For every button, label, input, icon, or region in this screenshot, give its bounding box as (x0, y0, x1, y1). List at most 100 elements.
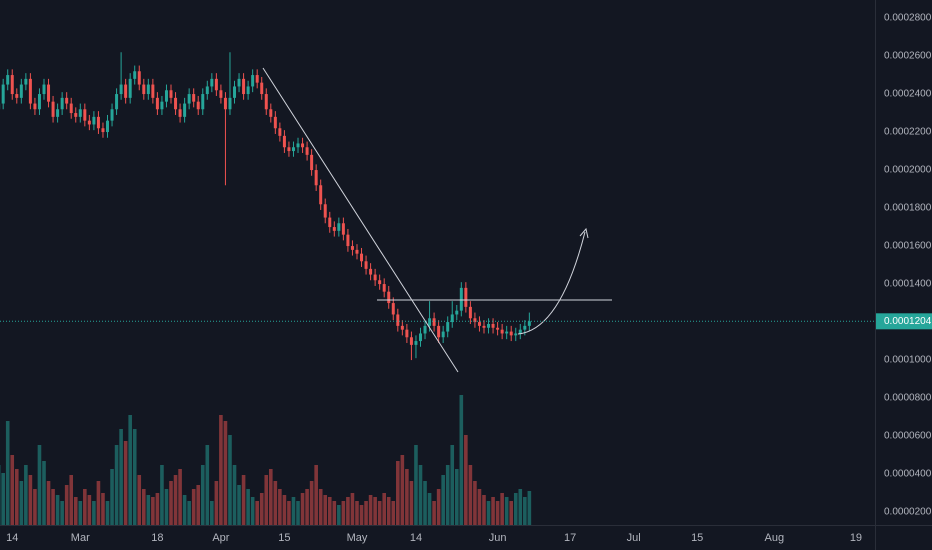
volume-bar (486, 501, 491, 525)
candle-body (496, 327, 500, 330)
candle-body (201, 94, 205, 110)
volume-bar (55, 495, 60, 525)
volume-bar (250, 497, 255, 525)
candle-body (255, 75, 259, 83)
candle-body (328, 217, 332, 228)
x-tick-label: 18 (151, 532, 163, 544)
candle-body (106, 120, 110, 133)
y-tick-label: 0.0002400 (884, 89, 932, 100)
candle-body (260, 82, 264, 95)
volume-bar (314, 465, 318, 525)
x-tick-label: Jul (627, 532, 641, 544)
candle-body (160, 101, 164, 110)
candle-body (74, 113, 78, 117)
volume-bar (64, 485, 69, 525)
candle-body (1, 84, 5, 104)
volume-bar (491, 497, 495, 525)
volume-bar (368, 495, 373, 525)
candle-body (96, 116, 100, 129)
x-tick-label: Mar (71, 532, 90, 544)
volume-bar (114, 445, 119, 525)
candle-body (269, 109, 273, 117)
candle-body (142, 84, 146, 95)
candle-body (60, 97, 64, 110)
candle-body (314, 170, 318, 186)
candle-body (174, 97, 178, 110)
trend-line (262, 67, 459, 373)
volume-bar (445, 465, 450, 525)
candle-body (500, 329, 504, 334)
candle-body (246, 86, 250, 95)
candle-body (378, 280, 382, 285)
candle-body (387, 291, 391, 304)
volume-bar (409, 481, 414, 525)
volume-bar (96, 481, 101, 525)
volume-bar (287, 501, 291, 525)
candle-body (24, 78, 28, 85)
y-tick-label: 0.0001800 (884, 203, 932, 214)
candle-body (128, 78, 132, 98)
volume-bar (187, 501, 191, 525)
volume-bar (364, 501, 368, 525)
candle-body (137, 71, 141, 85)
candle-body (468, 306, 472, 319)
candle-body (28, 78, 32, 104)
volume-bar (164, 489, 169, 525)
candle-body (69, 103, 73, 114)
candle-body (78, 109, 82, 117)
candle-body (296, 143, 300, 148)
volume-bar (500, 493, 504, 525)
candle-body (341, 223, 345, 235)
volume-bar (418, 465, 423, 525)
candle-body (487, 323, 491, 328)
volume-bar (110, 469, 114, 525)
volume-bar (450, 445, 455, 525)
volume-bar (382, 493, 387, 525)
volume-bar (346, 497, 350, 525)
volume-bar (495, 501, 500, 525)
candle-body (228, 97, 232, 110)
volume-bar (423, 481, 427, 525)
candle-body (305, 147, 309, 155)
candle-body (355, 249, 359, 254)
volume-bar (477, 489, 482, 525)
volume-bar (46, 481, 51, 525)
candle-body (264, 94, 268, 110)
volume-bar (255, 501, 259, 525)
candle-body (164, 90, 168, 102)
volume-bar (264, 475, 269, 525)
candle-body (187, 94, 191, 104)
candle-body (509, 331, 513, 336)
y-tick-label: 0.0001600 (884, 241, 932, 252)
candle-body (396, 314, 400, 326)
x-tick-label: 14 (6, 532, 18, 544)
candle-body (242, 78, 246, 95)
candle-body (432, 318, 436, 326)
candle-body (92, 116, 96, 125)
volume-bar (101, 493, 105, 525)
volume-bar (273, 481, 278, 525)
y-tick-label: 0.0002600 (884, 51, 932, 62)
volume-bar (160, 465, 164, 525)
arrow-head (579, 227, 589, 239)
volume-bar (37, 445, 42, 525)
volume-bar (441, 475, 445, 525)
volume-bar (241, 475, 246, 525)
candle-body (523, 325, 527, 330)
candle-body (482, 325, 486, 328)
candle-body (151, 84, 155, 98)
candle-body (514, 333, 518, 336)
volume-bar (305, 489, 309, 525)
volume-bar (191, 489, 196, 525)
volume-bar (10, 455, 15, 525)
volume-bar (350, 493, 355, 525)
x-tick-label: 19 (850, 532, 862, 544)
y-tick-label: 0.0001000 (884, 355, 932, 366)
candle-body (37, 94, 41, 110)
volume-bar (377, 501, 382, 525)
volume-bar (246, 489, 250, 525)
volume-bar (182, 495, 187, 525)
volume-bar (337, 505, 341, 525)
volume-bar (219, 415, 223, 525)
candle-body (219, 90, 223, 98)
